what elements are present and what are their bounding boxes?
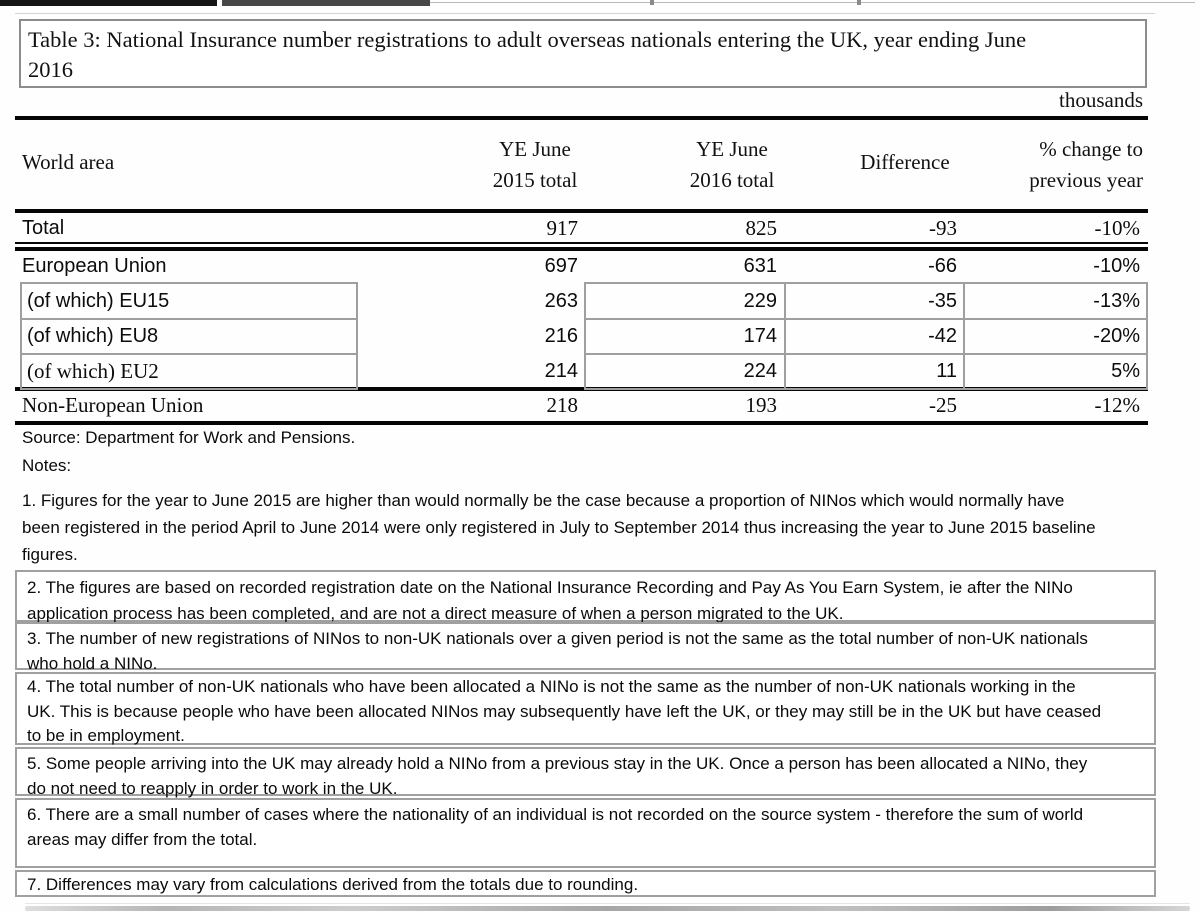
cell-ye2015: 216	[544, 325, 578, 347]
bottom-edge-artifact	[25, 906, 1190, 911]
cell-ye2015: 214	[544, 360, 578, 382]
cell-ye2015: 917	[546, 216, 579, 240]
table-title-line2: 2016	[28, 57, 73, 82]
cell-ye2015: 697	[544, 255, 578, 277]
unit-label: thousands	[1059, 88, 1143, 112]
source-note: Source: Department for Work and Pensions…	[22, 428, 356, 447]
cell-difference: -93	[929, 216, 957, 240]
row-label: (of which) EU8	[27, 325, 159, 347]
column-header-ye-2016: YE June 2016 total	[689, 137, 775, 192]
cell-ye2015: 218	[546, 393, 579, 417]
cell-ye2015: 263	[544, 290, 578, 312]
table-row-eu15: (of which) EU15 263 229 -35 -13%	[0, 282, 1200, 320]
column-header-pct-change: % change to previous year	[1029, 137, 1143, 192]
top-edge-tick	[857, 0, 861, 5]
cell-difference: -35	[928, 290, 957, 312]
cell-pct-change: 5%	[1111, 360, 1140, 382]
note-1: 1. Figures for the year to June 2015 are…	[22, 491, 1096, 564]
table-row-eu2: (of which) EU2 214 224 11 5%	[0, 353, 1200, 390]
note-3: 3. The number of new registrations of NI…	[15, 622, 1156, 673]
cell-pct-change: -12%	[1094, 393, 1141, 417]
note-5: 5. Some people arriving into the UK may …	[15, 747, 1156, 798]
note-2: 2. The figures are based on recorded reg…	[15, 570, 1156, 623]
table-title-line1: Table 3: National Insurance number regis…	[28, 27, 1027, 52]
top-edge-line	[430, 2, 1195, 3]
cell-pct-change: -20%	[1093, 325, 1140, 347]
row-label: Total	[22, 217, 65, 239]
top-edge-artifact-left	[0, 0, 217, 6]
row-label: (of which) EU2	[27, 359, 159, 383]
cell-ye2016: 825	[745, 216, 778, 240]
table-row-eu8: (of which) EU8 216 174 -42 -20%	[0, 318, 1200, 355]
row-label: (of which) EU15	[27, 290, 170, 312]
table-row-non-european-union: Non-European Union 218 193 -25 -12%	[0, 390, 1200, 421]
table-rule-after-eu2	[15, 387, 1148, 391]
label-box-border	[20, 353, 358, 390]
title-box-outer-line	[15, 13, 1155, 14]
table-rule-after-total	[15, 242, 1148, 251]
note-7: 7. Differences may vary from calculation…	[15, 870, 1156, 897]
column-header-ye-2015: YE June 2015 total	[492, 137, 578, 192]
cell-difference: -42	[928, 325, 957, 347]
note-6: 6. There are a small number of cases whe…	[15, 798, 1156, 868]
note-4: 4. The total number of non-UK nationals …	[15, 672, 1156, 745]
cell-pct-change: -10%	[1094, 216, 1141, 240]
cell-pct-change: -10%	[1093, 255, 1140, 277]
cell-difference: -25	[929, 393, 957, 417]
row-label: European Union	[22, 255, 167, 277]
cell-difference: 11	[936, 360, 957, 382]
top-edge-tick	[650, 0, 654, 5]
column-header-difference: Difference	[860, 150, 950, 174]
table-rule-top	[15, 116, 1148, 120]
cell-ye2016: 224	[743, 360, 777, 382]
top-edge-artifact-mid	[222, 0, 430, 6]
cell-difference: -66	[928, 255, 957, 277]
cell-pct-change: -13%	[1093, 290, 1140, 312]
table-row-total: Total 917 825 -93 -10%	[0, 213, 1200, 244]
cell-ye2016: 631	[743, 255, 777, 277]
notes-heading: Notes:	[22, 456, 72, 475]
cell-ye2016: 229	[743, 290, 777, 312]
table-rule-bottom	[15, 421, 1148, 425]
table-rule-header	[15, 209, 1148, 213]
cell-ye2016: 193	[745, 393, 778, 417]
cell-ye2016: 174	[743, 325, 777, 347]
value-box-border	[963, 353, 1148, 390]
title-box: Table 3: National Insurance number regis…	[19, 19, 1147, 88]
row-label: Non-European Union	[22, 393, 204, 417]
column-header-world-area: World area	[22, 150, 115, 174]
table-row-european-union: European Union 697 631 -66 -10%	[0, 251, 1200, 282]
bottom-edge-line	[25, 903, 1190, 904]
